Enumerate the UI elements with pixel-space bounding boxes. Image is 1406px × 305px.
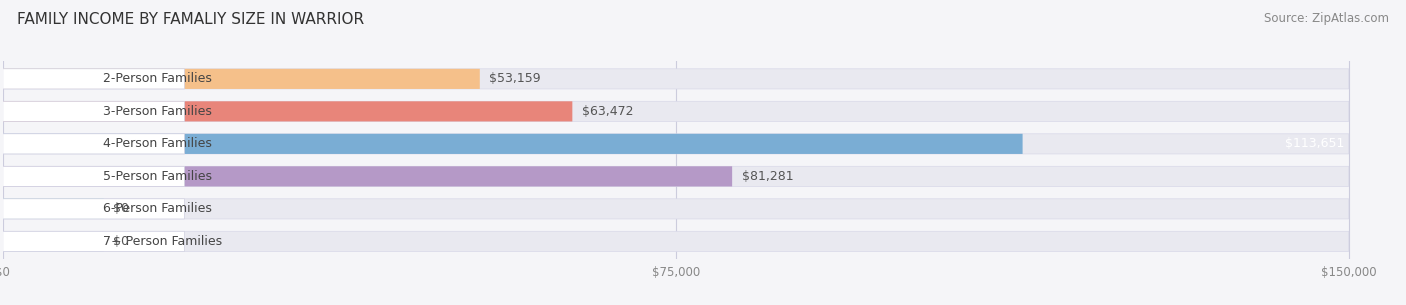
Text: 4-Person Families: 4-Person Families xyxy=(103,137,212,150)
FancyBboxPatch shape xyxy=(3,166,733,186)
Text: Source: ZipAtlas.com: Source: ZipAtlas.com xyxy=(1264,12,1389,25)
Text: $0: $0 xyxy=(112,203,129,215)
FancyBboxPatch shape xyxy=(3,134,184,154)
Text: 6-Person Families: 6-Person Families xyxy=(103,203,212,215)
FancyBboxPatch shape xyxy=(3,199,1348,219)
FancyBboxPatch shape xyxy=(3,101,184,121)
FancyBboxPatch shape xyxy=(3,69,479,89)
FancyBboxPatch shape xyxy=(3,134,1022,154)
Text: 3-Person Families: 3-Person Families xyxy=(103,105,212,118)
FancyBboxPatch shape xyxy=(3,101,572,121)
FancyBboxPatch shape xyxy=(3,231,1348,251)
FancyBboxPatch shape xyxy=(3,231,184,251)
FancyBboxPatch shape xyxy=(3,69,184,89)
FancyBboxPatch shape xyxy=(3,199,104,219)
FancyBboxPatch shape xyxy=(3,166,184,186)
Text: FAMILY INCOME BY FAMALIY SIZE IN WARRIOR: FAMILY INCOME BY FAMALIY SIZE IN WARRIOR xyxy=(17,12,364,27)
FancyBboxPatch shape xyxy=(3,199,184,219)
Text: $113,651: $113,651 xyxy=(1285,137,1344,150)
Text: $53,159: $53,159 xyxy=(489,72,541,85)
Text: 7+ Person Families: 7+ Person Families xyxy=(103,235,222,248)
Text: $63,472: $63,472 xyxy=(582,105,633,118)
Text: 5-Person Families: 5-Person Families xyxy=(103,170,212,183)
FancyBboxPatch shape xyxy=(3,101,1348,121)
FancyBboxPatch shape xyxy=(3,166,1348,186)
FancyBboxPatch shape xyxy=(3,231,104,251)
FancyBboxPatch shape xyxy=(3,69,1348,89)
Text: $0: $0 xyxy=(112,235,129,248)
Text: 2-Person Families: 2-Person Families xyxy=(103,72,212,85)
FancyBboxPatch shape xyxy=(3,134,1348,154)
Text: $81,281: $81,281 xyxy=(741,170,793,183)
